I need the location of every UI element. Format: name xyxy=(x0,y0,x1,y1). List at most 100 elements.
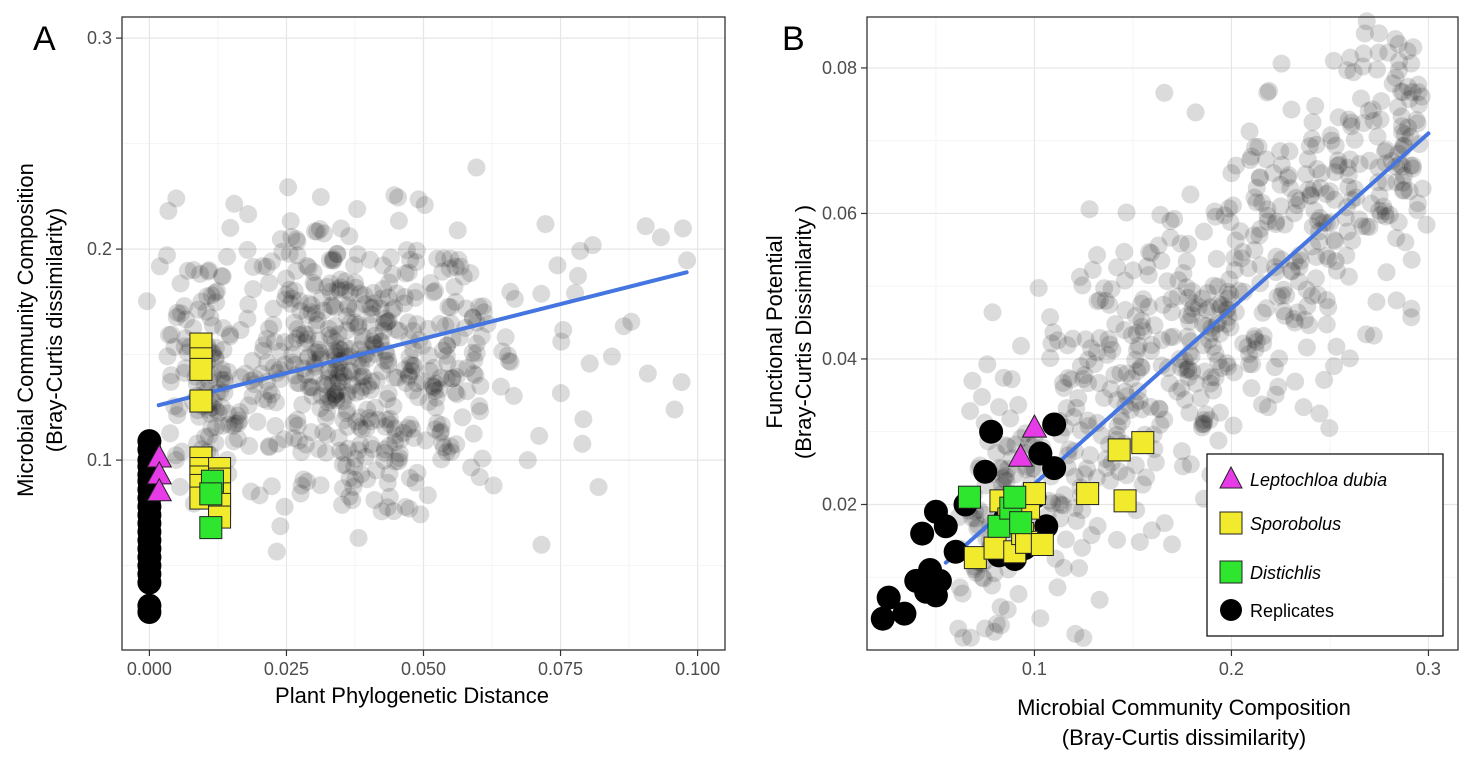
cloud-point xyxy=(1338,222,1357,241)
cloud-point xyxy=(305,366,324,385)
point-replicates xyxy=(973,459,998,484)
cloud-point xyxy=(1134,290,1153,309)
legend-key-distichlis xyxy=(1219,560,1243,584)
cloud-point xyxy=(1197,300,1216,319)
cloud-point xyxy=(159,201,178,220)
cloud-point xyxy=(260,273,279,292)
cloud-point xyxy=(1215,206,1234,225)
cloud-point xyxy=(1069,389,1088,408)
cloud-point xyxy=(407,282,426,301)
point-sporobolus xyxy=(1107,438,1131,462)
cloud-point xyxy=(1142,521,1161,540)
cloud-point xyxy=(337,307,356,326)
cloud-point xyxy=(159,325,178,344)
cloud-point xyxy=(1224,416,1243,435)
cloud-point xyxy=(1272,54,1291,73)
cloud-point xyxy=(396,264,415,283)
cloud-point xyxy=(1257,150,1276,169)
cloud-point xyxy=(1085,355,1104,374)
cloud-point xyxy=(1121,400,1140,419)
cloud-point xyxy=(224,432,243,451)
cloud-point xyxy=(1364,326,1383,345)
cloud-point xyxy=(1151,415,1170,434)
cloud-point xyxy=(1112,412,1131,431)
cloud-point xyxy=(341,283,360,302)
x-tick-label: 0.050 xyxy=(401,659,446,679)
cloud-point xyxy=(464,364,483,383)
cloud-point xyxy=(1161,212,1180,231)
cloud-point xyxy=(437,336,456,355)
panel-b-y-axis-title-line2: (Bray-Curtis Dissimilarity ) xyxy=(791,205,816,459)
cloud-point xyxy=(1071,357,1090,376)
cloud-point xyxy=(1322,131,1341,150)
cloud-point xyxy=(1182,306,1201,325)
cloud-point xyxy=(418,486,437,505)
cloud-point xyxy=(453,408,472,427)
cloud-point xyxy=(1076,330,1095,349)
cloud-point xyxy=(432,450,451,469)
cloud-point xyxy=(314,224,333,243)
cloud-point xyxy=(407,374,426,393)
cloud-point xyxy=(371,299,390,318)
cloud-point xyxy=(1195,414,1214,433)
cloud-point xyxy=(1062,370,1081,389)
cloud-point xyxy=(1181,332,1200,351)
cloud-point xyxy=(166,450,185,469)
cloud-point xyxy=(1053,496,1072,515)
cloud-point xyxy=(362,372,381,391)
cloud-point xyxy=(347,412,366,431)
cloud-point xyxy=(1139,266,1158,285)
cloud-point xyxy=(440,259,459,278)
cloud-point xyxy=(1133,475,1152,494)
cloud-point xyxy=(1182,347,1201,366)
cloud-point xyxy=(1067,511,1086,530)
cloud-point xyxy=(355,286,374,305)
cloud-point xyxy=(405,356,424,375)
cloud-point xyxy=(306,343,325,362)
cloud-point xyxy=(254,336,273,355)
cloud-point xyxy=(224,416,243,435)
cloud-point xyxy=(421,274,440,293)
cloud-point xyxy=(953,584,972,603)
point-replicates xyxy=(137,570,162,595)
cloud-point xyxy=(442,443,461,462)
cloud-point xyxy=(361,316,380,335)
cloud-point xyxy=(262,477,281,496)
cloud-point xyxy=(978,355,997,374)
cloud-point xyxy=(1306,269,1325,288)
cloud-point xyxy=(207,417,226,436)
cloud-point xyxy=(499,352,518,371)
cloud-point xyxy=(376,417,395,436)
cloud-point xyxy=(161,424,180,443)
cloud-point xyxy=(1394,83,1413,102)
cloud-point xyxy=(1246,340,1265,359)
cloud-point xyxy=(1247,178,1266,197)
cloud-point xyxy=(298,305,317,324)
cloud-point xyxy=(1075,366,1094,385)
cloud-point xyxy=(1161,328,1180,347)
cloud-point xyxy=(292,476,311,495)
cloud-point xyxy=(1155,410,1174,429)
cloud-point xyxy=(493,342,512,361)
legend-key-replicates xyxy=(1220,599,1242,621)
x-tick-label: 0.3 xyxy=(1416,659,1441,679)
cloud-point xyxy=(238,309,257,328)
cloud-point xyxy=(1386,30,1405,49)
cloud-point xyxy=(319,363,338,382)
cloud-point xyxy=(1048,578,1067,597)
cloud-point xyxy=(1053,373,1072,392)
cloud-point xyxy=(1258,83,1277,102)
cloud-point xyxy=(1183,299,1202,318)
cloud-point xyxy=(1056,530,1075,549)
cloud-point xyxy=(197,302,216,321)
cloud-point xyxy=(1314,213,1333,232)
cloud-point xyxy=(532,535,551,554)
cloud-point xyxy=(1227,156,1246,175)
cloud-point xyxy=(177,310,196,329)
cloud-point xyxy=(365,326,384,345)
cloud-point xyxy=(1389,61,1408,80)
cloud-point xyxy=(333,455,352,474)
cloud-point xyxy=(158,347,177,366)
cloud-point xyxy=(1325,230,1344,249)
cloud-point xyxy=(1073,538,1092,557)
